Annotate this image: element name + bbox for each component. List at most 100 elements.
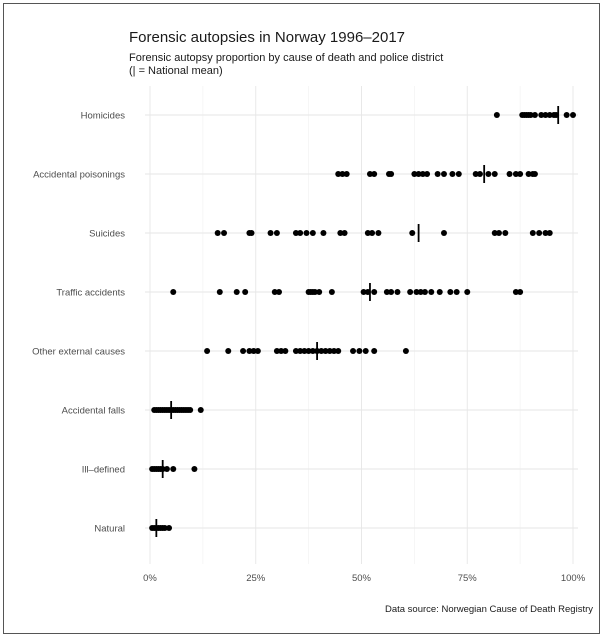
data-point <box>449 171 456 177</box>
data-point <box>242 289 249 295</box>
data-point <box>491 230 498 236</box>
data-point <box>527 112 534 118</box>
data-point <box>282 348 289 354</box>
x-tick-label: 0% <box>143 573 157 584</box>
y-tick-label: Other external causes <box>32 347 125 358</box>
x-tick-label: 100% <box>561 573 586 584</box>
data-point <box>472 171 479 177</box>
data-point <box>326 348 333 354</box>
data-point <box>417 289 424 295</box>
data-point <box>197 407 204 413</box>
data-point <box>495 230 502 236</box>
data-point <box>271 289 278 295</box>
data-point <box>309 348 316 354</box>
data-point <box>394 289 401 295</box>
data-point <box>366 171 373 177</box>
x-tick-label: 50% <box>352 573 372 584</box>
data-point <box>413 289 420 295</box>
data-point <box>409 230 416 236</box>
data-point <box>383 289 390 295</box>
chart-subtitle-note: (| = National mean) <box>129 65 223 77</box>
data-point <box>371 289 378 295</box>
data-point <box>362 348 369 354</box>
data-point <box>343 171 350 177</box>
data-point <box>335 348 342 354</box>
data-point <box>415 171 422 177</box>
data-point <box>538 112 545 118</box>
data-point <box>328 289 335 295</box>
data-point <box>476 171 483 177</box>
data-point <box>546 112 553 118</box>
data-point <box>570 112 576 118</box>
y-tick-label: Accidental poisonings <box>33 170 125 181</box>
data-point <box>250 348 257 354</box>
data-point <box>360 289 367 295</box>
data-point <box>292 230 299 236</box>
data-point <box>163 466 170 472</box>
data-point <box>453 289 460 295</box>
data-point <box>273 230 280 236</box>
chart-title: Forensic autopsies in Norway 1996–2017 <box>129 29 405 46</box>
data-point <box>434 171 441 177</box>
chart-caption: Data source: Norwegian Cause of Death Re… <box>385 604 593 615</box>
data-point <box>341 230 348 236</box>
data-point <box>166 525 173 531</box>
y-tick-label: Accidental falls <box>62 406 126 417</box>
data-point <box>246 348 253 354</box>
data-point <box>301 348 308 354</box>
data-point <box>278 348 285 354</box>
data-point <box>525 171 532 177</box>
data-point <box>424 171 431 177</box>
data-point <box>447 289 454 295</box>
data-point <box>502 230 509 236</box>
data-point <box>297 348 304 354</box>
data-point <box>276 289 283 295</box>
data-point <box>170 289 177 295</box>
data-point <box>322 348 329 354</box>
data-point <box>542 112 549 118</box>
data-point <box>240 348 247 354</box>
data-point <box>388 171 395 177</box>
data-point <box>364 230 371 236</box>
data-point <box>563 112 570 118</box>
data-point <box>356 348 363 354</box>
data-point <box>440 230 447 236</box>
data-point <box>512 289 519 295</box>
data-point <box>455 171 462 177</box>
data-point <box>297 230 304 236</box>
scatter-chart: Forensic autopsies in Norway 1996–2017 F… <box>32 29 593 615</box>
data-point <box>369 230 376 236</box>
data-point <box>335 171 342 177</box>
data-point <box>273 348 280 354</box>
data-point <box>491 171 498 177</box>
data-point <box>225 348 232 354</box>
data-point <box>464 289 471 295</box>
data-point <box>542 230 549 236</box>
data-point <box>388 289 395 295</box>
x-tick-label: 75% <box>458 573 478 584</box>
data-point <box>529 230 536 236</box>
data-point <box>436 289 443 295</box>
data-point <box>419 171 426 177</box>
chart-subtitle: Forensic autopsy proportion by cause of … <box>129 52 443 64</box>
data-point <box>371 348 378 354</box>
y-tick-label: Ill–defined <box>82 465 125 476</box>
data-point <box>170 466 177 472</box>
data-point <box>411 171 418 177</box>
data-point <box>337 230 344 236</box>
data-point <box>546 230 553 236</box>
data-point <box>531 112 538 118</box>
y-tick-label: Suicides <box>89 229 125 240</box>
data-point <box>216 289 223 295</box>
data-point <box>267 230 274 236</box>
data-point <box>221 230 228 236</box>
data-point <box>204 348 211 354</box>
data-point <box>331 348 338 354</box>
figure-frame: Forensic autopsies in Norway 1996–2017 F… <box>3 3 600 634</box>
data-point <box>248 230 255 236</box>
data-point <box>428 289 435 295</box>
plot-area: 0% 25% 50% 75% 100% Homicides Accidental poiso… <box>32 86 586 584</box>
data-point <box>305 348 312 354</box>
data-point <box>512 171 519 177</box>
data-point <box>191 466 198 472</box>
